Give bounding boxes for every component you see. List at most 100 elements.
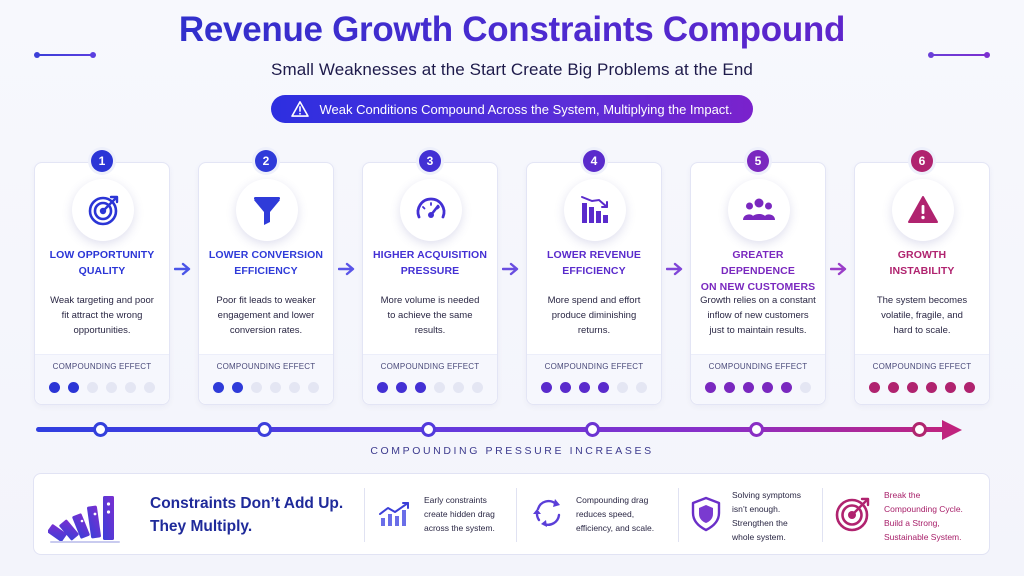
effect-meter — [541, 382, 647, 393]
warning-triangle-icon — [291, 101, 310, 117]
track-node — [912, 422, 927, 437]
effect-meter — [377, 382, 483, 393]
stage-description: Poor fit leads to weaker engagement and l… — [216, 295, 316, 336]
effect-dot-filled — [888, 382, 899, 393]
effect-dot-empty — [144, 382, 155, 393]
stage-description: More volume is needed to achieve the same… — [380, 295, 480, 336]
stage-icon-badge — [728, 179, 790, 241]
effect-label: COMPOUNDING EFFECT — [544, 362, 644, 371]
effect-meter — [213, 382, 319, 393]
summary-point-1: Early constraints create hidden drag acr… — [424, 495, 495, 533]
track-node — [257, 422, 272, 437]
cycle-icon — [533, 499, 561, 527]
stage-icon-badge — [400, 179, 462, 241]
summary-point-4: Break the Compounding Cycle. Build a Str… — [884, 490, 963, 542]
summary-point-3: Solving symptoms isn’t enough. Strengthe… — [732, 490, 801, 542]
compounding-effect-panel: COMPOUNDING EFFECT — [527, 354, 661, 404]
effect-label: COMPOUNDING EFFECT — [216, 362, 316, 371]
track-node — [421, 422, 436, 437]
people-icon — [743, 198, 775, 220]
trend-chart-icon — [379, 502, 409, 526]
stage-description: Growth relies on a constant inflow of new… — [700, 295, 816, 336]
effect-dot-filled — [945, 382, 956, 393]
compounding-effect-panel: COMPOUNDING EFFECT — [855, 354, 989, 404]
stage-icon-badge — [564, 179, 626, 241]
stage-title: GREATER DEPENDENCE ON NEW CUSTOMERS — [700, 249, 816, 293]
effect-dot-filled — [743, 382, 754, 393]
stage-title: LOW OPPORTUNITY QUALITY — [49, 249, 155, 277]
pressure-label: COMPOUNDING PRESSURE INCREASES — [370, 445, 654, 457]
divider — [822, 488, 823, 542]
stage-card-3: HIGHER ACQUISITION PRESSURE More volume is… — [362, 162, 498, 405]
dominoes-icon — [48, 496, 120, 543]
track-node — [585, 422, 600, 437]
summary-headline: Constraints Don’t Add Up. They Multiply. — [150, 495, 344, 535]
effect-dot-filled — [781, 382, 792, 393]
effect-dot-filled — [232, 382, 243, 393]
pressure-track — [36, 427, 946, 432]
effect-meter — [705, 382, 811, 393]
stage-title: LOWER REVENUE EFFICIENCY — [546, 249, 642, 277]
stage-number-badge: 6 — [911, 150, 933, 172]
page-subtitle: Small Weaknesses at the Start Create Big… — [271, 60, 753, 79]
compounding-effect-panel: COMPOUNDING EFFECT — [199, 354, 333, 404]
effect-dot-filled — [907, 382, 918, 393]
effect-dot-empty — [87, 382, 98, 393]
summary-point-2: Compounding drag reduces speed, efficien… — [576, 495, 655, 533]
effect-dot-empty — [270, 382, 281, 393]
compounding-effect-panel: COMPOUNDING EFFECT — [363, 354, 497, 404]
stage-title: GROWTH INSTABILITY — [889, 249, 955, 277]
effect-dot-empty — [251, 382, 262, 393]
effect-dot-empty — [636, 382, 647, 393]
funnel-icon — [254, 197, 280, 225]
effect-label: COMPOUNDING EFFECT — [52, 362, 152, 371]
effect-dot-empty — [453, 382, 464, 393]
effect-dot-filled — [560, 382, 571, 393]
arrow-right-icon — [666, 262, 683, 276]
effect-dot-empty — [308, 382, 319, 393]
stage-icon-badge — [72, 179, 134, 241]
stage-description: Weak targeting and poor fit attract the w… — [50, 295, 154, 336]
target-icon — [88, 195, 119, 226]
effect-dot-filled — [396, 382, 407, 393]
stage-title: HIGHER ACQUISITION PRESSURE — [373, 249, 487, 277]
decorative-line-right — [928, 52, 990, 58]
effect-dot-filled — [724, 382, 735, 393]
effect-dot-filled — [579, 382, 590, 393]
effect-dot-empty — [617, 382, 628, 393]
stage-icon-badge — [236, 179, 298, 241]
effect-dot-filled — [869, 382, 880, 393]
divider — [364, 488, 365, 542]
page-title: Revenue Growth Constraints Compound — [0, 10, 1024, 50]
effect-dot-filled — [68, 382, 79, 393]
effect-label: COMPOUNDING EFFECT — [708, 362, 808, 371]
effect-label: COMPOUNDING EFFECT — [872, 362, 972, 371]
compounding-effect-panel: COMPOUNDING EFFECT — [35, 354, 169, 404]
effect-dot-filled — [762, 382, 773, 393]
arrow-right-icon — [338, 262, 355, 276]
decorative-line-left — [34, 52, 96, 58]
effect-dot-filled — [598, 382, 609, 393]
track-node — [93, 422, 108, 437]
effect-dot-filled — [541, 382, 552, 393]
compounding-effect-panel: COMPOUNDING EFFECT — [691, 354, 825, 404]
target-icon — [835, 497, 870, 532]
track-arrowhead — [942, 420, 962, 440]
arrow-right-icon — [174, 262, 191, 276]
gauge-icon — [416, 197, 446, 219]
effect-dot-empty — [800, 382, 811, 393]
effect-dot-filled — [964, 382, 975, 393]
effect-dot-filled — [705, 382, 716, 393]
effect-meter — [869, 382, 975, 393]
stage-icon-badge — [892, 179, 954, 241]
effect-dot-filled — [49, 382, 60, 393]
stage-number-badge: 4 — [583, 150, 605, 172]
effect-dot-filled — [415, 382, 426, 393]
effect-dot-empty — [106, 382, 117, 393]
stage-description: The system becomes volatile, fragile, and… — [876, 295, 968, 336]
effect-dot-filled — [377, 382, 388, 393]
track-node — [749, 422, 764, 437]
effect-label: COMPOUNDING EFFECT — [380, 362, 480, 371]
effect-dot-empty — [472, 382, 483, 393]
stage-number-badge: 3 — [419, 150, 441, 172]
